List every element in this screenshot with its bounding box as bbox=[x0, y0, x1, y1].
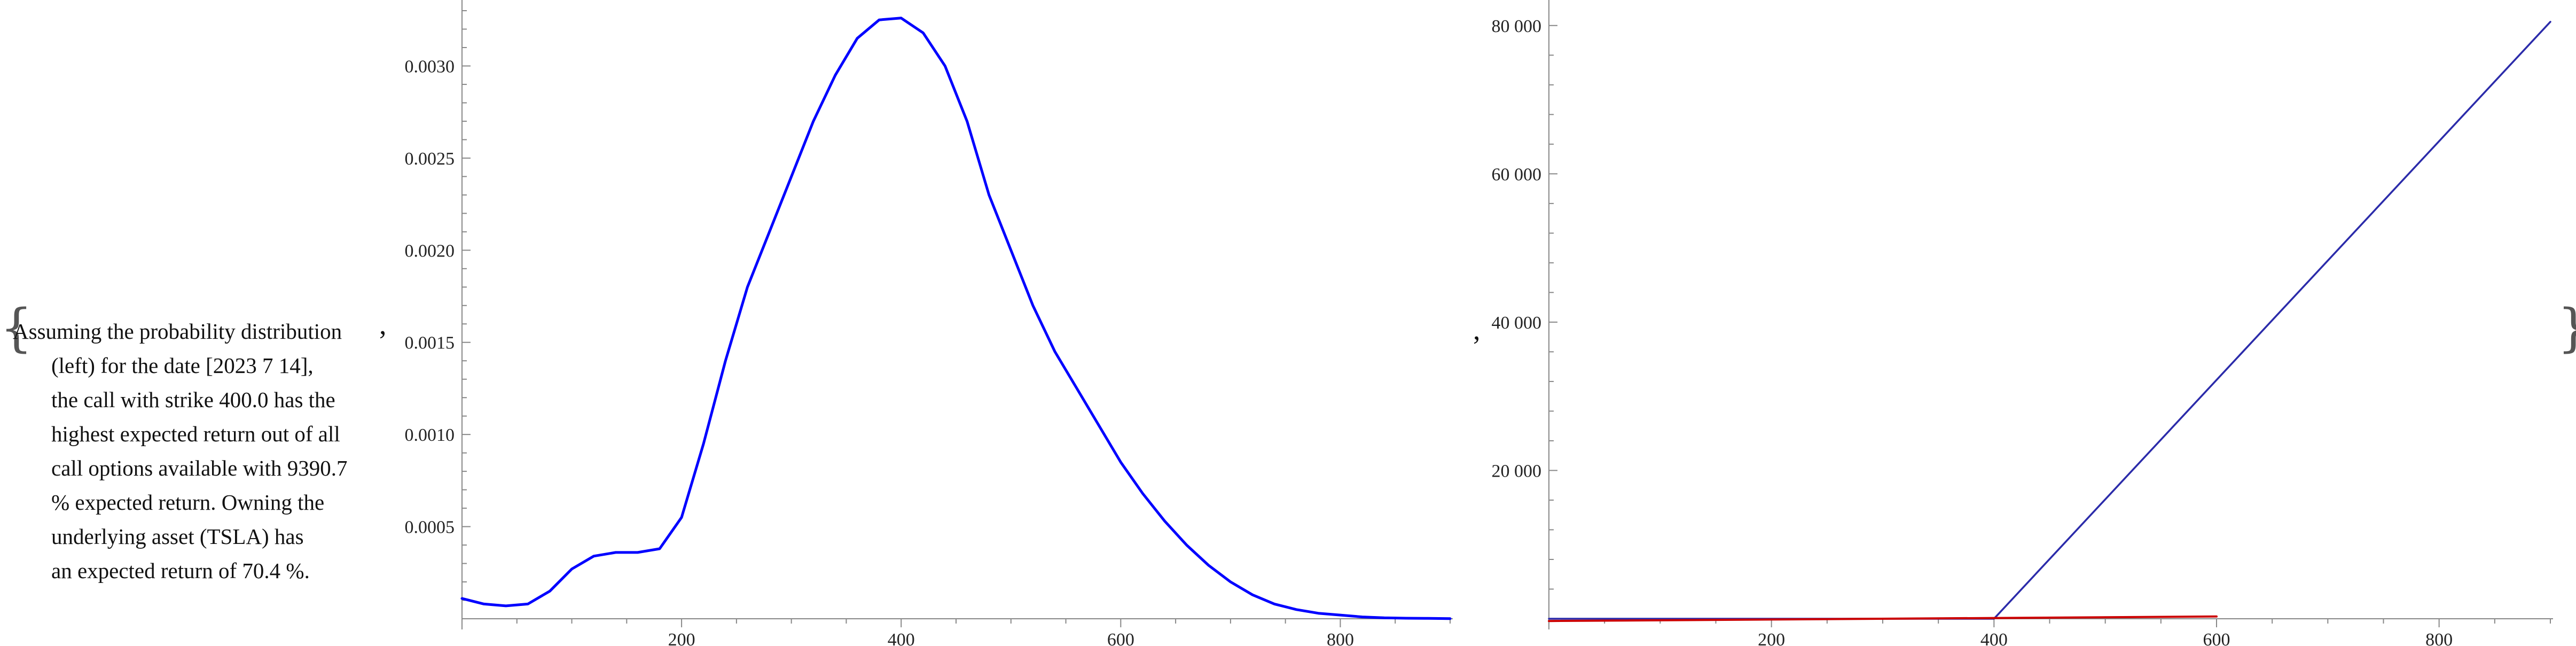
y-tick-label: 60 000 bbox=[1492, 165, 1542, 184]
y-tick-label: 40 000 bbox=[1492, 313, 1542, 333]
y-tick-label: 0.0020 bbox=[405, 241, 455, 261]
payoff-chart: 200 400 600 800 20 000 40 000 60 000 80 000 bbox=[1492, 0, 2553, 646]
x-tick-label: 200 bbox=[668, 630, 695, 646]
y-tick-label: 0.0015 bbox=[405, 333, 455, 353]
close-brace: } bbox=[2557, 302, 2576, 354]
series-line bbox=[1548, 21, 2551, 620]
result-line: call options available with 9390.7 bbox=[51, 456, 348, 480]
x-tick-label: 800 bbox=[1327, 630, 1354, 646]
result-line: % expected return. Owning the bbox=[51, 490, 325, 515]
x-tick-label: 800 bbox=[2425, 630, 2453, 646]
result-line: highest expected return out of all bbox=[51, 422, 340, 446]
x-tick-label: 600 bbox=[2203, 630, 2230, 646]
x-tick-label: 400 bbox=[888, 630, 915, 646]
result-line: Assuming the probability distribution bbox=[13, 319, 342, 344]
result-text: Assuming the probability distribution (l… bbox=[13, 314, 381, 588]
y-tick-label: 0.0030 bbox=[405, 57, 455, 76]
separator-comma: , bbox=[1473, 314, 1481, 346]
series-line bbox=[460, 17, 1452, 620]
x-tick-label: 400 bbox=[1980, 630, 2008, 646]
density-chart: 200 400 600 800 0.0005 0.0010 0.0015 0.0020 0.00… bbox=[405, 0, 1453, 646]
result-line: underlying asset (TSLA) has bbox=[51, 524, 304, 549]
y-tick-label: 0.0025 bbox=[405, 149, 455, 169]
y-tick-label: 0.0010 bbox=[405, 425, 455, 445]
y-tick-label: 80 000 bbox=[1492, 17, 1542, 36]
result-line: an expected return of 70.4 %. bbox=[51, 558, 310, 583]
x-tick-label: 600 bbox=[1107, 630, 1134, 646]
series-line bbox=[1548, 615, 2218, 622]
separator-comma: , bbox=[379, 308, 387, 340]
open-brace: { bbox=[0, 298, 33, 358]
result-line: the call with strike 400.0 has the bbox=[51, 387, 335, 412]
y-tick-label: 0.0005 bbox=[405, 518, 455, 538]
x-tick-label: 200 bbox=[1758, 630, 1785, 646]
result-line: (left) for the date [2023 7 14], bbox=[51, 353, 314, 378]
y-tick-label: 20 000 bbox=[1492, 461, 1542, 481]
